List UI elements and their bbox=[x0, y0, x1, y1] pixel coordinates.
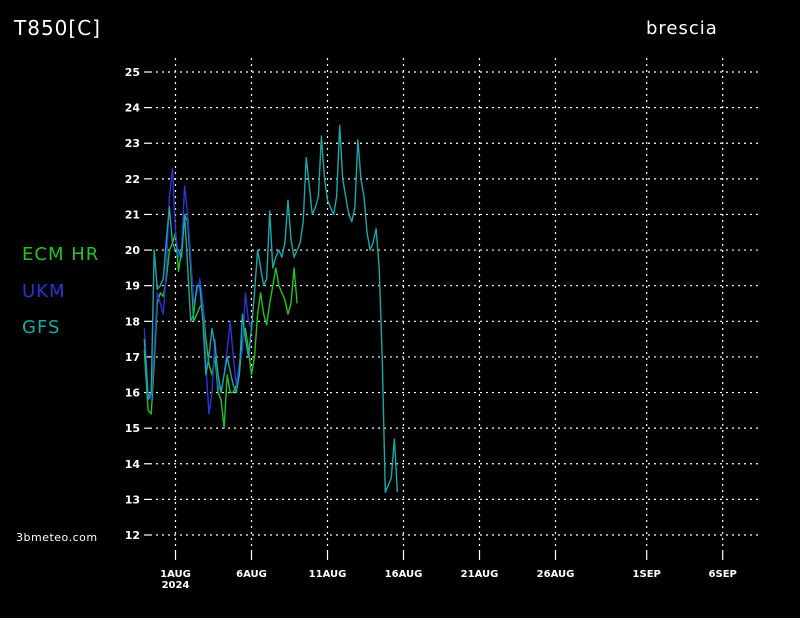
y-tick-label: 25 bbox=[125, 66, 140, 79]
y-tick-label: 19 bbox=[125, 280, 140, 293]
y-tick-label: 14 bbox=[125, 458, 141, 471]
y-tick-label: 12 bbox=[125, 529, 140, 542]
x-tick-label: 21AUG bbox=[461, 569, 499, 580]
y-tick-label: 22 bbox=[125, 173, 140, 186]
x-tick-label: 16AUG bbox=[385, 569, 423, 580]
y-tick-label: 24 bbox=[125, 102, 141, 115]
source-credit: 3bmeteo.com bbox=[16, 531, 98, 544]
grid-layer bbox=[150, 58, 762, 548]
y-tick-label: 20 bbox=[125, 244, 141, 257]
legend-entry-gfs: GFS bbox=[22, 317, 61, 338]
legend-entry-ecm-hr: ECM HR bbox=[22, 244, 100, 265]
x-tick-label: 1SEP bbox=[633, 569, 661, 580]
legend-entry-ukm: UKM bbox=[22, 281, 66, 302]
y-tick-label: 15 bbox=[125, 422, 140, 435]
series-line-gfs bbox=[143, 124, 399, 493]
x-tick-sublabel: 2024 bbox=[162, 580, 190, 591]
x-tick-label: 6AUG bbox=[236, 569, 267, 580]
y-tick-label: 21 bbox=[125, 208, 140, 221]
y-tick-label: 23 bbox=[125, 137, 140, 150]
x-tick-label: 11AUG bbox=[309, 569, 347, 580]
chart-title: T850[C] bbox=[14, 16, 101, 40]
series-line-ukm bbox=[143, 167, 253, 415]
series-line-ecm-hr bbox=[143, 213, 298, 429]
x-tick-label: 1AUG bbox=[160, 569, 191, 580]
y-tick-label: 16 bbox=[125, 387, 141, 400]
series-layer bbox=[143, 124, 399, 493]
location-name: brescia bbox=[646, 18, 718, 39]
y-tick-label: 17 bbox=[125, 351, 140, 364]
y-tick-label: 13 bbox=[125, 493, 140, 506]
x-tick-label: 26AUG bbox=[537, 569, 575, 580]
x-tick-label: 6SEP bbox=[709, 569, 737, 580]
y-tick-label: 18 bbox=[125, 315, 140, 328]
